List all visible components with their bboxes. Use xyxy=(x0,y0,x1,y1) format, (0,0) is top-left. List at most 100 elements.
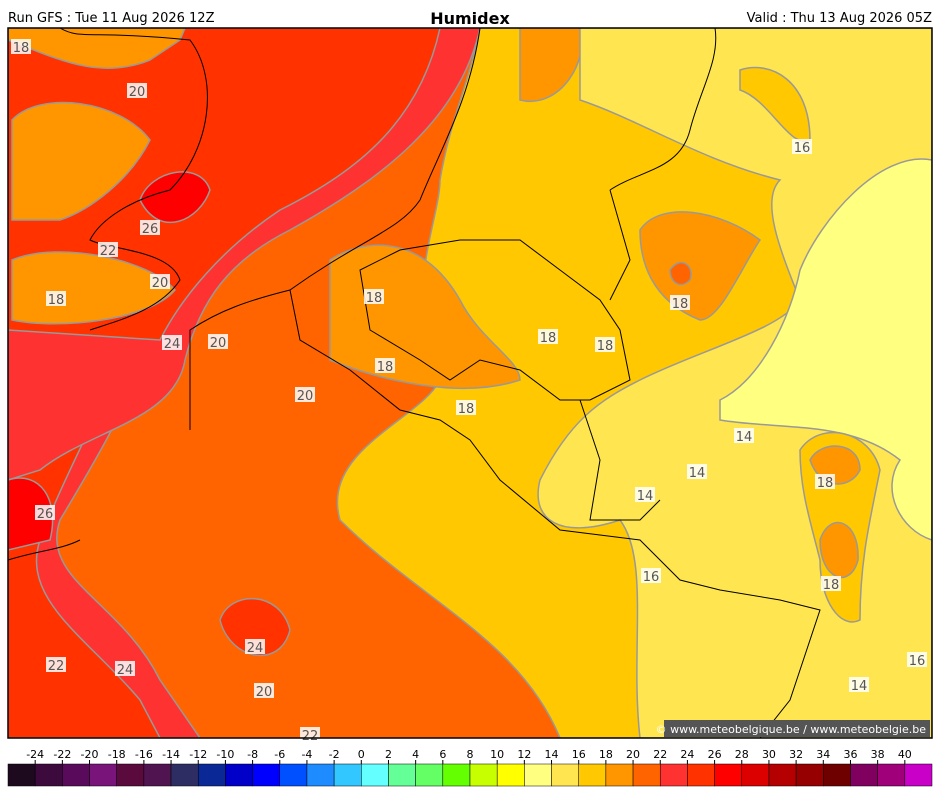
colorbar-swatch xyxy=(632,763,661,787)
contour-label: 20 xyxy=(210,336,227,351)
colorbar-label: 30 xyxy=(762,748,776,761)
colorbar-label: 14 xyxy=(545,748,559,761)
colorbar-label: -12 xyxy=(189,748,207,761)
colorbar-swatch xyxy=(714,763,743,787)
colorbar-swatch xyxy=(605,763,634,787)
contour-label: 14 xyxy=(637,489,654,504)
contour-label-bg xyxy=(295,387,315,402)
contour-label: 18 xyxy=(672,297,689,312)
contour-label: 18 xyxy=(823,578,840,593)
contour-label: 16 xyxy=(794,141,811,156)
colorbar-label: 28 xyxy=(735,748,749,761)
colorbar-swatch xyxy=(306,763,335,787)
run-label: Run GFS : Tue 11 Aug 2026 12Z xyxy=(8,11,215,26)
colorbar-swatch xyxy=(877,763,906,787)
colorbar-swatch xyxy=(116,763,145,787)
contour-label-bg xyxy=(375,358,395,373)
colorbar-label: 4 xyxy=(412,748,419,761)
contour-label: 22 xyxy=(302,729,319,744)
colorbar-swatch xyxy=(496,763,525,787)
contour-label: 16 xyxy=(909,654,926,669)
colorbar-label: 2 xyxy=(385,748,392,761)
colorbar-label: 18 xyxy=(599,748,613,761)
colorbar-label: -24 xyxy=(26,748,44,761)
contour-label-bg xyxy=(364,289,384,304)
contour-label-bg xyxy=(792,139,812,154)
contour-label-bg xyxy=(162,335,182,350)
contour-label: 20 xyxy=(129,85,146,100)
colorbar-label: -6 xyxy=(274,748,285,761)
colorbar-label: 38 xyxy=(871,748,885,761)
contour-label-bg xyxy=(595,337,615,352)
contour-label: 24 xyxy=(117,663,134,678)
colorbar-label: -2 xyxy=(329,748,340,761)
contour-label: 22 xyxy=(100,244,117,259)
contour-label-bg xyxy=(538,329,558,344)
contour-label: 14 xyxy=(736,430,753,445)
contour-label: 18 xyxy=(377,360,394,375)
contour-label-bg xyxy=(687,464,707,479)
contour-label-bg xyxy=(635,487,655,502)
colorbar-label: -10 xyxy=(216,748,234,761)
colorbar: -24 -22 -20 -18 -16 -14 -12 -10 -8 -6 -4 -2 0 2 4 6 8 10 1… xyxy=(7,748,933,787)
contour-label-bg xyxy=(245,639,265,654)
colorbar-label: 12 xyxy=(517,748,531,761)
colorbar-swatch xyxy=(333,763,362,787)
contour-label-bg xyxy=(641,568,661,583)
colorbar-label: 16 xyxy=(572,748,586,761)
colorbar-label: 0 xyxy=(358,748,365,761)
colorbar-label: 8 xyxy=(467,748,474,761)
contour-label: 14 xyxy=(689,466,706,481)
colorbar-swatch xyxy=(469,763,498,787)
contour-label: 18 xyxy=(540,331,557,346)
colorbar-swatch xyxy=(524,763,552,787)
colorbar-swatch xyxy=(279,763,308,787)
colorbar-label: 36 xyxy=(843,748,857,761)
colorbar-swatch xyxy=(170,763,199,787)
colorbar-swatch xyxy=(34,763,63,787)
contour-label-bg xyxy=(115,661,135,676)
colorbar-swatch xyxy=(659,763,688,787)
colorbar-swatch xyxy=(741,763,770,787)
colorbar-swatch xyxy=(442,763,471,787)
contour-label-bg xyxy=(46,291,66,306)
colorbar-label: 34 xyxy=(816,748,830,761)
colorbar-label: 40 xyxy=(898,748,912,761)
map: 18 20 16 26 22 20 18 18 24 20 18 18 18 18 20 18 14 14 18 14… xyxy=(7,27,933,744)
colorbar-swatch xyxy=(7,763,36,787)
colorbar-swatch xyxy=(687,763,715,787)
colorbar-label: 26 xyxy=(708,748,722,761)
map-frame xyxy=(7,27,933,739)
contour-label-bg xyxy=(907,652,927,667)
contour-label-bg xyxy=(150,274,170,289)
colorbar-swatch xyxy=(850,763,878,787)
credit-box xyxy=(664,720,930,737)
contour-label: 24 xyxy=(164,337,181,352)
colorbar-label: 24 xyxy=(680,748,694,761)
colorbar-swatch xyxy=(768,763,797,787)
contour-label-bg xyxy=(821,576,841,591)
colorbar-label: -14 xyxy=(162,748,180,761)
colorbar-label: 20 xyxy=(626,748,640,761)
colorbar-label: -20 xyxy=(81,748,99,761)
colorbar-swatch xyxy=(823,763,851,787)
contour-label: 20 xyxy=(152,276,169,291)
colorbar-label: 6 xyxy=(439,748,446,761)
contour-label-bg xyxy=(140,220,160,235)
colorbar-swatch xyxy=(578,763,607,787)
credit: © www.meteobelgique.be / www.meteobelgie… xyxy=(656,723,927,736)
contour-label: 16 xyxy=(643,570,660,585)
contour-label-bg xyxy=(734,428,754,443)
colorbar-label: -8 xyxy=(247,748,258,761)
colorbar-swatch xyxy=(143,763,172,787)
colorbar-swatch xyxy=(252,763,281,787)
colorbar-swatch xyxy=(904,763,933,787)
contour-label: 26 xyxy=(37,507,54,522)
contour-label-bg xyxy=(11,39,31,54)
contour-label-bg xyxy=(127,83,147,98)
contour-label-bg xyxy=(98,242,118,257)
contour-label: 18 xyxy=(597,339,614,354)
contour-label: 20 xyxy=(297,389,314,404)
contour-label: 18 xyxy=(366,291,383,306)
contour-label-bg xyxy=(35,505,55,520)
